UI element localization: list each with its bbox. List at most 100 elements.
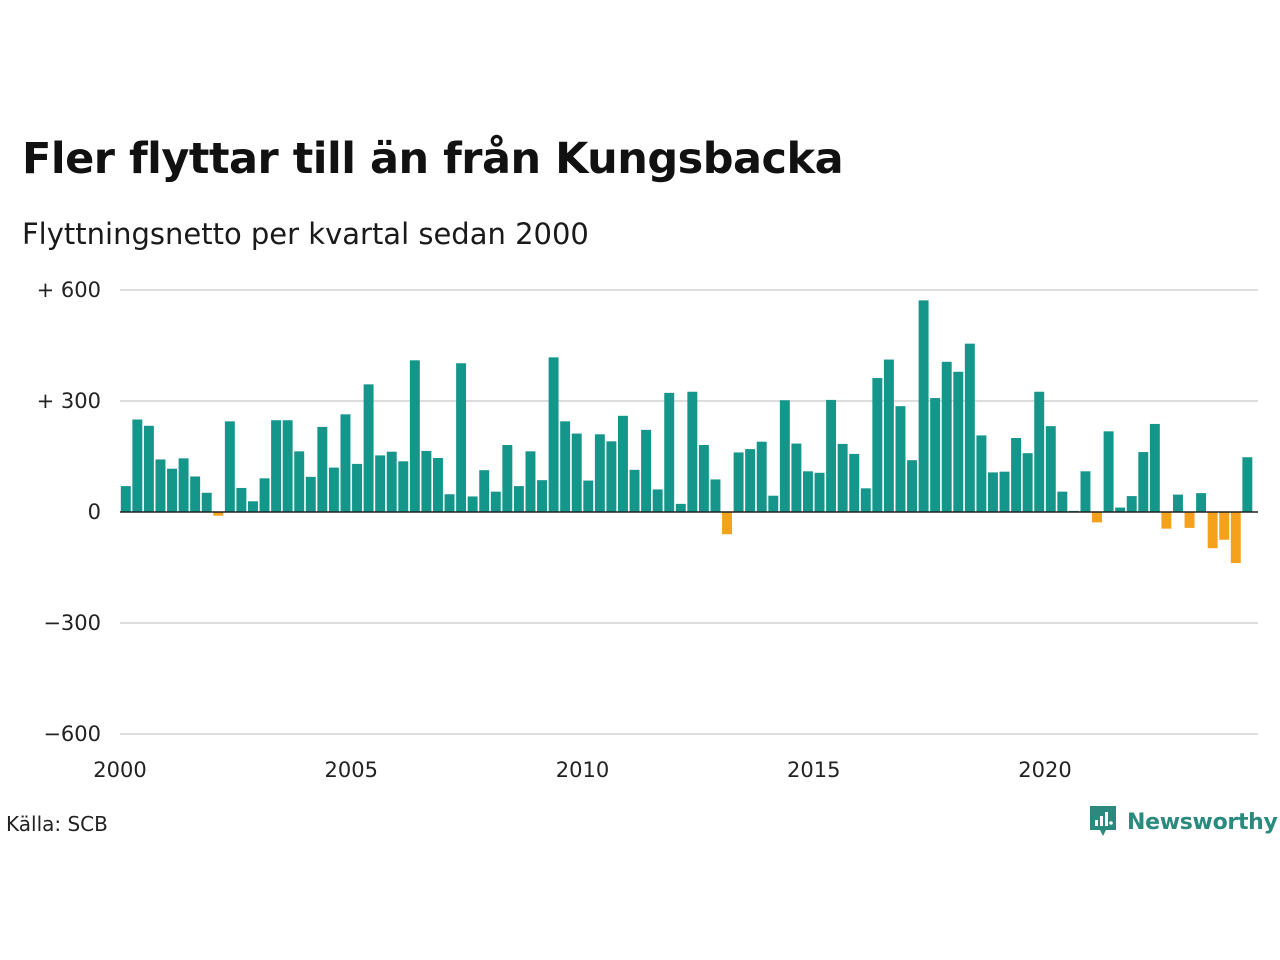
- bar: [618, 415, 628, 512]
- bar: [1057, 491, 1068, 512]
- bar: [733, 452, 744, 512]
- bar: [883, 359, 894, 512]
- bar: [849, 453, 860, 512]
- bar: [317, 426, 328, 512]
- x-tick-label: 2010: [556, 758, 609, 782]
- bar: [201, 492, 212, 512]
- bar: [872, 378, 883, 512]
- x-tick-label: 2015: [787, 758, 840, 782]
- bar: [953, 371, 964, 512]
- bar: [375, 455, 386, 512]
- chart-title: Fler flyttar till än från Kungsbacka: [22, 134, 844, 184]
- chart-subtitle: Flyttningsnetto per kvartal sedan 2000: [22, 217, 589, 251]
- bar: [814, 472, 825, 512]
- bar: [941, 361, 952, 512]
- bar: [826, 399, 837, 512]
- bar: [1011, 438, 1022, 512]
- bars: [120, 300, 1253, 564]
- bar: [132, 419, 143, 512]
- bar: [722, 512, 732, 535]
- bar: [918, 300, 929, 512]
- bar: [178, 458, 189, 512]
- bar: [340, 414, 351, 512]
- x-tick-label: 2000: [93, 758, 146, 782]
- bar: [1161, 512, 1172, 529]
- bar: [1230, 512, 1241, 564]
- bar: [328, 467, 339, 512]
- bar: [710, 479, 721, 512]
- bar: [537, 480, 547, 512]
- bar: [155, 459, 166, 512]
- y-tick-label: + 300: [37, 389, 101, 413]
- bar: [791, 443, 802, 512]
- bar: [583, 480, 594, 512]
- bar: [687, 391, 698, 512]
- bar: [999, 471, 1010, 512]
- bar: [1034, 391, 1045, 512]
- bar: [271, 420, 282, 512]
- bar: [548, 357, 559, 512]
- bar: [190, 476, 201, 512]
- bar: [294, 451, 305, 512]
- bar: [398, 461, 409, 512]
- y-tick-label: −600: [43, 722, 101, 746]
- bar: [745, 449, 756, 512]
- bar: [421, 450, 432, 512]
- bar: [675, 503, 686, 512]
- bar: [352, 463, 362, 512]
- bar: [1207, 512, 1218, 549]
- x-tick-label: 2020: [1018, 758, 1071, 782]
- bar: [502, 445, 513, 512]
- bar: [756, 441, 767, 512]
- bar: [224, 421, 235, 512]
- brand-name: Newsworthy: [1127, 809, 1278, 835]
- bar: [143, 425, 154, 512]
- bar: [664, 392, 675, 512]
- newsworthy-logo-icon: [1090, 806, 1116, 836]
- bar: [803, 471, 813, 512]
- bar: [988, 472, 998, 512]
- bar: [1242, 457, 1253, 512]
- brand-logo[interactable]: Newsworthy: [1088, 804, 1278, 840]
- y-tick-label: + 600: [37, 278, 101, 302]
- bar: [629, 469, 640, 512]
- bar: [1126, 496, 1137, 512]
- bar: [1045, 426, 1056, 512]
- bar: [860, 488, 871, 512]
- bar: [1196, 493, 1207, 512]
- x-tick-label: 2005: [325, 758, 378, 782]
- bar: [571, 433, 582, 512]
- bar: [768, 495, 779, 512]
- bar: [1103, 431, 1114, 512]
- bar: [305, 476, 316, 512]
- bar: [641, 429, 652, 512]
- bar: [363, 384, 374, 512]
- bar: [236, 487, 247, 512]
- y-tick-label: 0: [88, 500, 101, 524]
- bar: [444, 494, 455, 512]
- bar: [1115, 507, 1126, 512]
- bar: [930, 398, 941, 512]
- bar-chart: + 600 + 300 0 −300 −600 2000 2005 2010 2015 2020: [37, 278, 1258, 782]
- bar: [1149, 423, 1160, 512]
- bar: [1184, 512, 1195, 528]
- bar: [964, 343, 975, 512]
- bar: [1173, 494, 1183, 512]
- bar: [698, 445, 709, 512]
- bar: [167, 468, 177, 512]
- bar: [976, 435, 987, 512]
- bar: [1080, 471, 1091, 512]
- bar: [513, 486, 524, 512]
- bar: [213, 512, 224, 516]
- y-tick-label: −300: [43, 611, 101, 635]
- bar: [248, 501, 258, 512]
- bar: [594, 434, 605, 512]
- bar: [606, 441, 617, 512]
- bar: [282, 420, 293, 512]
- bar: [1219, 512, 1230, 540]
- bar: [652, 489, 663, 512]
- bar: [1022, 453, 1033, 512]
- bar: [1138, 452, 1149, 512]
- bar: [525, 451, 536, 512]
- bar: [560, 421, 571, 512]
